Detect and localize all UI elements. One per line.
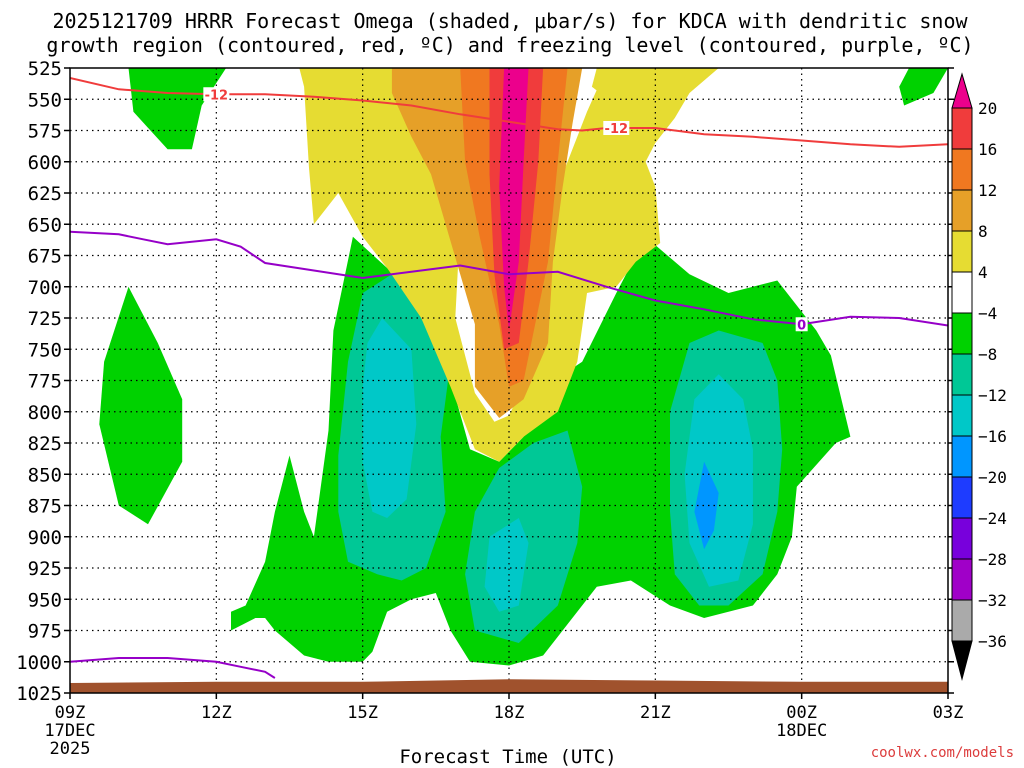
colorbar-swatch-gray [951,599,973,642]
colorbar-label: 4 [978,263,988,282]
colorbar-swatch [951,558,973,601]
plot-frame [69,67,949,694]
colorbar-swatch [951,148,973,191]
colorbar-label: −36 [978,632,1007,651]
y-tick-label: 625 [28,183,62,205]
year-label: 2025 [50,739,91,759]
y-tick-label: 925 [28,558,62,580]
y-tick-label: 825 [28,433,62,455]
x-tick-label: 09Z [55,703,86,723]
x-tick-label: 00Z [786,703,817,723]
omega-region-blue-10 [694,461,719,550]
y-tick-label: 600 [28,152,62,174]
x-axis-title: Forecast Time (UTC) [399,746,616,768]
y-axis: 525 550 575 600 625 650 675 700 725 750 775 800 825 8… [16,58,954,705]
colorbar-bottom-arrow [951,640,973,681]
colorbar-label: 12 [978,181,997,200]
dgz-label-bg [203,87,230,102]
terrain-fill [70,679,948,693]
colorbar-label: −12 [978,386,1007,405]
chart-title-line-1: 2025121709 HRRR Forecast Omega (shaded, … [52,9,968,33]
colorbar-swatch [951,107,973,150]
colorbar-legend: 20 16 12 8 4 −4 −8 −12 −16 −20 −24 −28 −32 −36 [951,72,1007,681]
x-tick-label: 15Z [347,703,378,723]
y-tick-label: 775 [28,371,62,393]
omega-region-cyan-9 [684,374,753,587]
freezing-level-contour [70,230,948,327]
colorbar-swatch [951,517,973,560]
y-tick-label: 1000 [16,652,62,674]
dgz-contour-label: -12 [205,88,229,103]
omega-region-green-0 [128,68,227,150]
date-label: 17DEC [44,721,95,741]
colorbar-label: −4 [978,304,997,323]
colorbar-label: −16 [978,427,1007,446]
omega-region-green-1 [899,68,948,106]
omega-region-cyan-7 [362,318,417,518]
y-tick-label: 550 [28,89,62,111]
colorbar-swatch [951,189,973,232]
colorbar-swatch [951,476,973,519]
x-tick-label: 18Z [494,703,525,723]
colorbar-label: 16 [978,140,997,159]
y-tick-label: 525 [28,58,62,80]
y-tick-label: 1025 [16,683,62,705]
y-tick-label: 850 [28,464,62,486]
plot-area: -12 -12 0 [70,68,948,693]
x-tick-label: 12Z [201,703,232,723]
dgz-contour-label: -12 [605,122,629,137]
y-tick-label: 750 [28,339,62,361]
colorbar-label: −28 [978,550,1007,569]
omega-region-yellow-11 [299,68,719,462]
chart-title-line-2: growth region (contoured, red, ºC) and f… [46,33,973,57]
y-tick-label: 800 [28,402,62,424]
freezing-level-surface-contour [70,657,276,679]
x-tick-label: 21Z [640,703,671,723]
y-tick-label: 900 [28,527,62,549]
omega-region-cyan-8 [484,518,529,612]
omega-region-magenta-16 [499,68,529,331]
colorbar-label: −20 [978,468,1007,487]
freezing-contour-label: 0 [797,318,806,333]
dgz-minus12-contour [70,77,948,148]
y-tick-label: 950 [28,589,62,611]
y-tick-label: 575 [28,121,62,143]
colorbar-swatch [951,435,973,478]
dgz-label-bg [603,121,630,135]
y-tick-label: 725 [28,308,62,330]
y-tick-label: 675 [28,246,62,268]
colorbar-label: 8 [978,222,988,241]
omega-region-yellow-12 [591,68,690,118]
colorbar-swatch [951,353,973,396]
colorbar-swatch [951,394,973,437]
y-tick-label: 875 [28,496,62,518]
freezing-label-bg [795,317,808,332]
colorbar-swatch [951,271,973,314]
omega-region-green-2 [99,286,183,525]
colorbar-swatch [951,230,973,273]
y-tick-label: 700 [28,277,62,299]
colorbar-label: −24 [978,509,1007,528]
colorbar-label: −32 [978,591,1007,610]
x-tick-label: 03Z [933,703,964,723]
date-label: 18DEC [776,721,827,741]
colorbar-swatch [951,312,973,355]
y-tick-label: 975 [28,621,62,643]
colorbar-label: 20 [978,99,997,118]
colorbar-label: −8 [978,345,997,364]
y-tick-label: 650 [28,214,62,236]
credit-link[interactable]: coolwx.com/models [871,745,1014,761]
